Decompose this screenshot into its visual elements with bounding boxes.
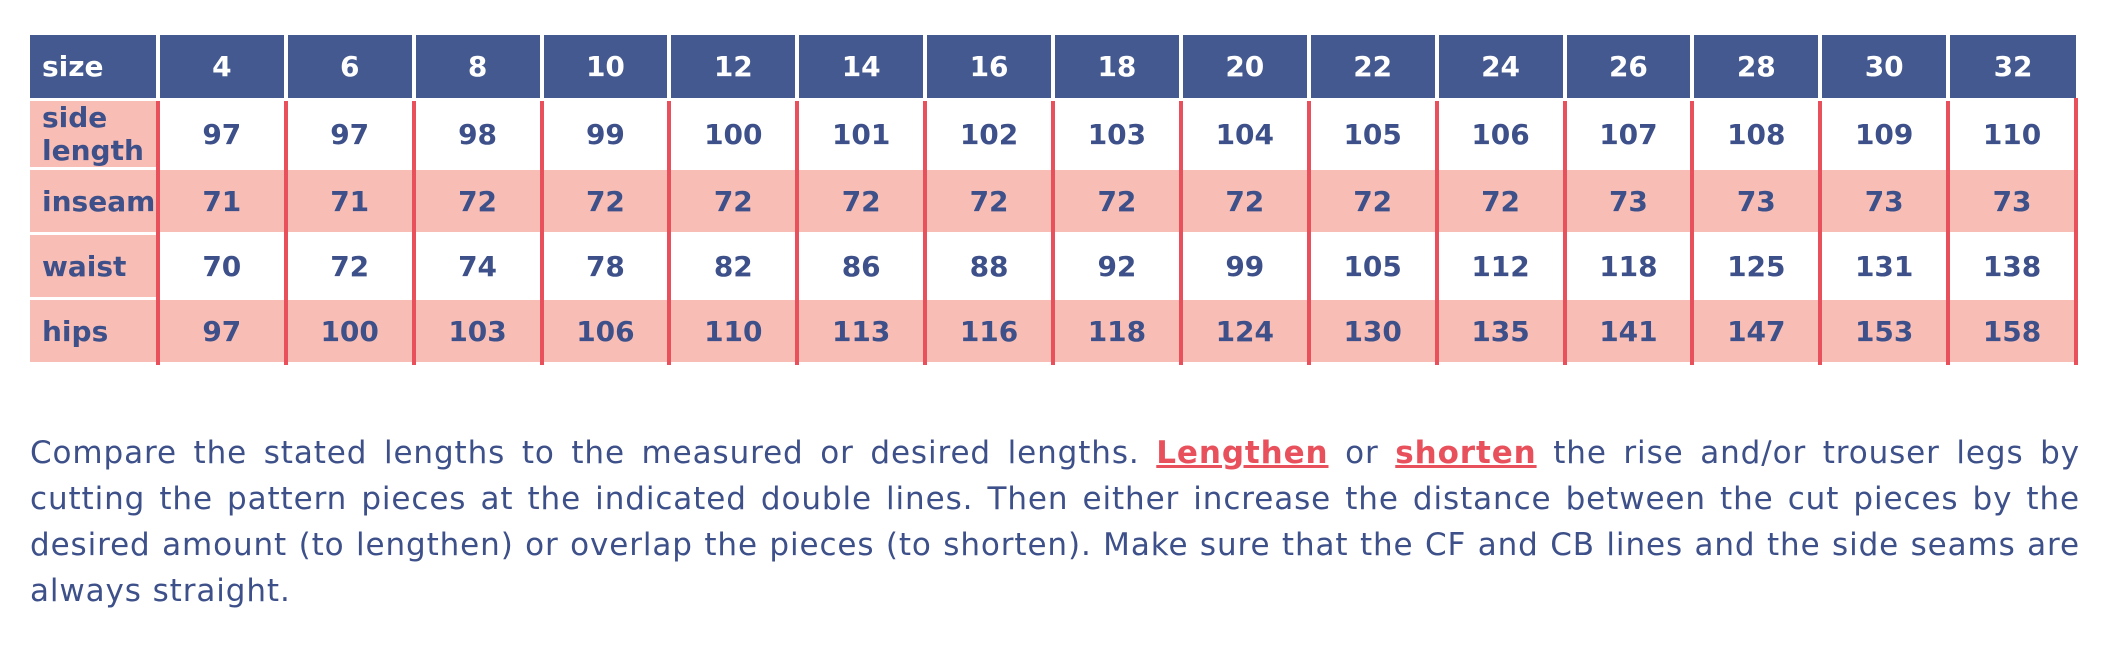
cell: 125 <box>1692 233 1823 300</box>
text: or <box>1345 435 1379 471</box>
cell: 118 <box>1564 233 1695 300</box>
cell: 71 <box>157 168 288 235</box>
cell: 110 <box>669 298 800 365</box>
instructions: Compare the stated lengths to the measur… <box>30 430 2080 614</box>
row-label: side length <box>30 99 160 170</box>
cell: 116 <box>925 298 1055 365</box>
header-cell: 26 <box>1564 35 1695 101</box>
cell: 72 <box>413 168 544 235</box>
header-cell: 22 <box>1308 35 1439 101</box>
cell: 74 <box>413 233 544 300</box>
cell: 153 <box>1820 298 1951 365</box>
text: the rise and/or trouser legs by cutting … <box>30 435 2080 609</box>
cell: 112 <box>1436 233 1567 300</box>
header-cell: 16 <box>925 35 1055 101</box>
cell: 72 <box>669 168 800 235</box>
link[interactable]: Lengthen <box>1156 435 1329 471</box>
text: Compare the stated lengths to the measur… <box>30 435 1140 471</box>
header-cell: 10 <box>541 35 672 101</box>
row-label: waist <box>30 233 160 300</box>
cell: 73 <box>1948 168 2078 235</box>
header-cell: 20 <box>1180 35 1311 101</box>
link[interactable]: shorten <box>1395 435 1537 471</box>
cell: 118 <box>1053 298 1183 365</box>
cell: 110 <box>1948 99 2078 170</box>
cell: 72 <box>285 233 416 300</box>
size-table: size 4 6 8 10 12 14 16 18 20 22 24 26 28 30 32 side leng… <box>30 35 2078 365</box>
cell: 147 <box>1692 298 1823 365</box>
cell: 106 <box>541 298 672 365</box>
header-cell: 18 <box>1053 35 1183 101</box>
cell: 72 <box>1436 168 1567 235</box>
cell: 78 <box>541 233 672 300</box>
cell: 73 <box>1564 168 1695 235</box>
cell: 72 <box>797 168 928 235</box>
cell: 107 <box>1564 99 1695 170</box>
header-cell: 4 <box>157 35 288 101</box>
cell: 72 <box>1180 168 1311 235</box>
cell: 102 <box>925 99 1055 170</box>
cell: 106 <box>1436 99 1567 170</box>
cell: 100 <box>285 298 416 365</box>
cell: 73 <box>1820 168 1951 235</box>
cell: 97 <box>157 99 288 170</box>
cell: 101 <box>797 99 928 170</box>
header-cell: 14 <box>797 35 928 101</box>
cell: 99 <box>1180 233 1311 300</box>
header-row: size 4 6 8 10 12 14 16 18 20 22 24 26 28 30 32 <box>30 35 2076 101</box>
cell: 138 <box>1948 233 2078 300</box>
header-cell: 30 <box>1820 35 1951 101</box>
row: hips 97 100 103 106 110 113 116 118 124 130 135 141 1… <box>30 298 2078 365</box>
row-label: inseam <box>30 168 160 235</box>
cell: 98 <box>413 99 544 170</box>
cell: 72 <box>925 168 1055 235</box>
cell: 103 <box>413 298 544 365</box>
cell: 72 <box>1308 168 1439 235</box>
cell: 99 <box>541 99 672 170</box>
header-cell: 12 <box>669 35 800 101</box>
row: waist 70 72 74 78 82 86 88 92 99 105 112 118 125 131 13… <box>30 233 2078 300</box>
header-cell: 32 <box>1948 35 2076 101</box>
cell: 97 <box>157 298 288 365</box>
cell: 103 <box>1053 99 1183 170</box>
cell: 135 <box>1436 298 1567 365</box>
cell: 131 <box>1820 233 1951 300</box>
cell: 113 <box>797 298 928 365</box>
cell: 86 <box>797 233 928 300</box>
header-cell: size <box>30 35 160 101</box>
cell: 104 <box>1180 99 1311 170</box>
cell: 72 <box>1053 168 1183 235</box>
row-label: hips <box>30 298 160 365</box>
cell: 105 <box>1308 99 1439 170</box>
cell: 72 <box>541 168 672 235</box>
header-cell: 28 <box>1692 35 1823 101</box>
cell: 88 <box>925 233 1055 300</box>
header-cell: 6 <box>285 35 416 101</box>
cell: 100 <box>669 99 800 170</box>
cell: 105 <box>1308 233 1439 300</box>
row: side length 97 97 98 99 100 101 102 103 104 105 106… <box>30 99 2078 170</box>
cell: 82 <box>669 233 800 300</box>
cell: 71 <box>285 168 416 235</box>
cell: 158 <box>1948 298 2078 365</box>
cell: 70 <box>157 233 288 300</box>
cell: 124 <box>1180 298 1311 365</box>
header-cell: 8 <box>413 35 544 101</box>
cell: 92 <box>1053 233 1183 300</box>
cell: 109 <box>1820 99 1951 170</box>
header-cell: 24 <box>1436 35 1567 101</box>
cell: 141 <box>1564 298 1695 365</box>
cell: 130 <box>1308 298 1439 365</box>
row: inseam 71 71 72 72 72 72 72 72 72 72 72 73 73 73 73 <box>30 168 2078 235</box>
cell: 97 <box>285 99 416 170</box>
cell: 73 <box>1692 168 1823 235</box>
cell: 108 <box>1692 99 1823 170</box>
